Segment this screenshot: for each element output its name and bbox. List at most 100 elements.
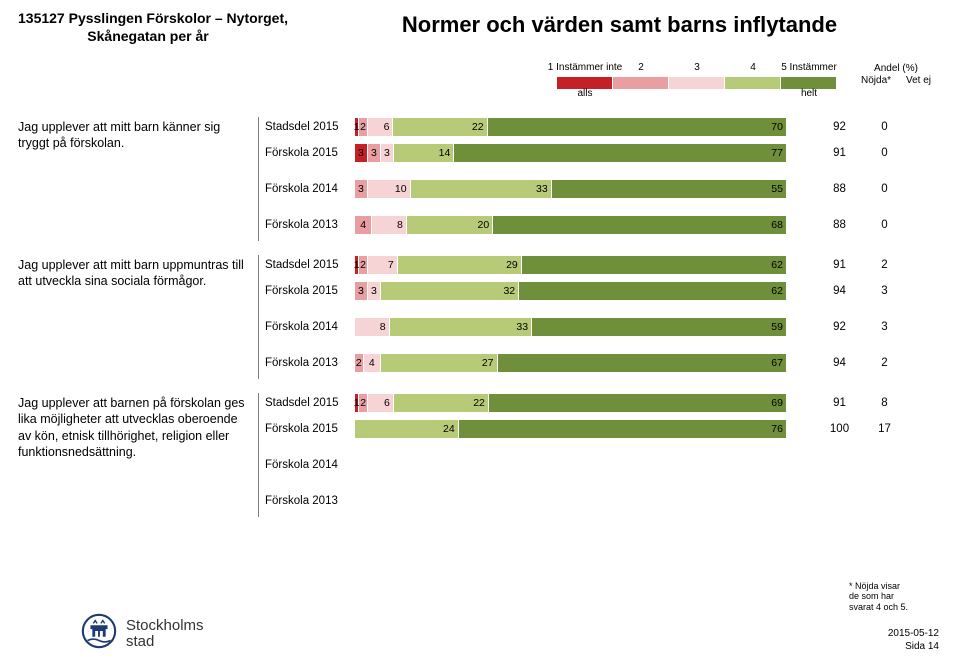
value-vetej: 3 — [862, 285, 907, 297]
legend-cell-num: 1 Instämmer inte — [548, 63, 622, 77]
bar-segment: 10 — [368, 180, 411, 198]
bar-segment: 3 — [355, 180, 368, 198]
header-left-line1: 135127 Pysslingen Förskolor – Nytorget, — [18, 10, 288, 26]
question-block: Jag upplever att barnen på förskolan ges… — [18, 393, 941, 517]
footnote: * Nöjda visar de som har svarat 4 och 5. — [849, 581, 939, 613]
bar-segment: 3 — [368, 282, 381, 300]
bar-segment: 2 — [359, 394, 368, 412]
logo-line1: Stockholms — [126, 618, 204, 634]
row-label: Stadsdel 2015 — [265, 121, 355, 133]
footer-page-val: Sida 14 — [888, 641, 939, 654]
question-rows: Stadsdel 20151262270920Förskola 20153331… — [258, 117, 941, 241]
chart-row: Förskola 2014 — [265, 455, 941, 475]
value-nojda: 91 — [817, 259, 862, 271]
legend-cell-num: 5 Instämmer — [781, 63, 837, 77]
header-left-line2: Skånegatan per år — [18, 28, 278, 46]
legend-cell: 4 — [725, 63, 781, 103]
chart-row: Stadsdel 20151262270 920 — [265, 117, 941, 137]
value-vetej: 2 — [862, 259, 907, 271]
row-label: Förskola 2014 — [265, 183, 355, 195]
stacked-bar: 1262270 — [355, 118, 787, 136]
header-left: 135127 Pysslingen Förskolor – Nytorget, … — [18, 10, 338, 45]
footer-date-val: 2015-05-12 — [888, 628, 939, 641]
bar-segment: 4 — [355, 216, 372, 234]
footer-logo: Stockholms stad — [80, 612, 204, 655]
stacked-bar: 83359 — [355, 318, 787, 336]
value-nojda: 88 — [817, 219, 862, 231]
bar-segment: 4 — [364, 354, 381, 372]
page: 135127 Pysslingen Förskolor – Nytorget, … — [0, 0, 959, 667]
value-nojda: 92 — [817, 121, 862, 133]
bar-segment: 2 — [355, 354, 364, 372]
chart-row: Förskola 2013482068880 — [265, 215, 941, 235]
legend-cell: 2 — [613, 63, 669, 103]
row-values: 10017 — [817, 423, 907, 435]
question-text: Jag upplever att barnen på förskolan ges… — [18, 393, 258, 517]
row-values: 880 — [817, 219, 907, 231]
legend-col-nojda: Nöjda* — [861, 75, 891, 87]
stacked-bar: 3331477 — [355, 144, 787, 162]
bar-segment: 3 — [355, 282, 368, 300]
legend-cell-num: 2 — [638, 63, 644, 77]
page-title: Normer och värden samt barns inflytande — [402, 12, 837, 38]
question-rows: Stadsdel 20151262269918Förskola 20152476… — [258, 393, 941, 517]
row-gap — [265, 169, 941, 179]
value-vetej: 2 — [862, 357, 907, 369]
row-values: 923 — [817, 321, 907, 333]
question-block: Jag upplever att mitt barn känner sig tr… — [18, 117, 941, 241]
bar-segment: 8 — [372, 216, 407, 234]
questions-container: Jag upplever att mitt barn känner sig tr… — [18, 117, 941, 517]
stacked-bar: 1262269 — [355, 394, 787, 412]
bar-segment: 69 — [489, 394, 787, 412]
row-gap — [265, 205, 941, 215]
row-label: Förskola 2015 — [265, 423, 355, 435]
bar-segment: 7 — [368, 256, 398, 274]
legend: 1 Instämmer intealls2345 Instämmerhelt A… — [18, 63, 941, 103]
stacked-bar: 482068 — [355, 216, 787, 234]
legend-swatch — [725, 77, 781, 89]
bar-segment: 3 — [355, 144, 368, 162]
row-label: Stadsdel 2015 — [265, 259, 355, 271]
stacked-bar: 242767 — [355, 354, 787, 372]
value-vetej: 8 — [862, 397, 907, 409]
row-label: Stadsdel 2015 — [265, 397, 355, 409]
row-gap — [265, 343, 941, 353]
stacked-bar: 2476 — [355, 420, 787, 438]
chart-row: Förskola 20143103355880 — [265, 179, 941, 199]
stacked-bar: 1272962 — [355, 256, 787, 274]
legend-scale: 1 Instämmer intealls2345 Instämmerhelt — [557, 63, 837, 103]
chart-row: Stadsdel 20151272962912 — [265, 255, 941, 275]
value-nojda: 92 — [817, 321, 862, 333]
row-label: Förskola 2014 — [265, 321, 355, 333]
row-gap — [265, 307, 941, 317]
legend-cell-num: 4 — [750, 63, 756, 77]
bar-segment: 6 — [368, 394, 394, 412]
row-label: Förskola 2015 — [265, 285, 355, 297]
bar-segment: 3 — [381, 144, 394, 162]
row-values: 918 — [817, 397, 907, 409]
value-nojda: 94 — [817, 285, 862, 297]
bar-segment: 77 — [454, 144, 787, 162]
footer-date: 2015-05-12 Sida 14 — [888, 628, 939, 653]
legend-cell-sub: alls — [577, 89, 592, 103]
bar-segment: 2 — [359, 256, 368, 274]
legend-right: Andel (%) Nöjda* Vet ej — [861, 63, 931, 103]
bar-segment: 67 — [498, 354, 787, 372]
value-vetej: 0 — [862, 219, 907, 231]
chart-row: Förskola 20152476 10017 — [265, 419, 941, 439]
legend-andel: Andel (%) — [861, 63, 931, 75]
stockholm-crest-icon — [80, 612, 118, 655]
bar-segment: 62 — [522, 256, 787, 274]
chart-row: Stadsdel 20151262269918 — [265, 393, 941, 413]
legend-cell: 1 Instämmer intealls — [557, 63, 613, 103]
stacked-bar: 333262 — [355, 282, 787, 300]
bar-segment: 3 — [368, 144, 381, 162]
bar-segment: 76 — [459, 420, 787, 438]
row-values: 920 — [817, 121, 907, 133]
bar-segment: 29 — [398, 256, 522, 274]
row-label: Förskola 2015 — [265, 147, 355, 159]
bar-segment: 33 — [411, 180, 552, 198]
bar-segment: 70 — [488, 118, 787, 136]
legend-cell: 3 — [669, 63, 725, 103]
chart-row: Förskola 201483359 923 — [265, 317, 941, 337]
